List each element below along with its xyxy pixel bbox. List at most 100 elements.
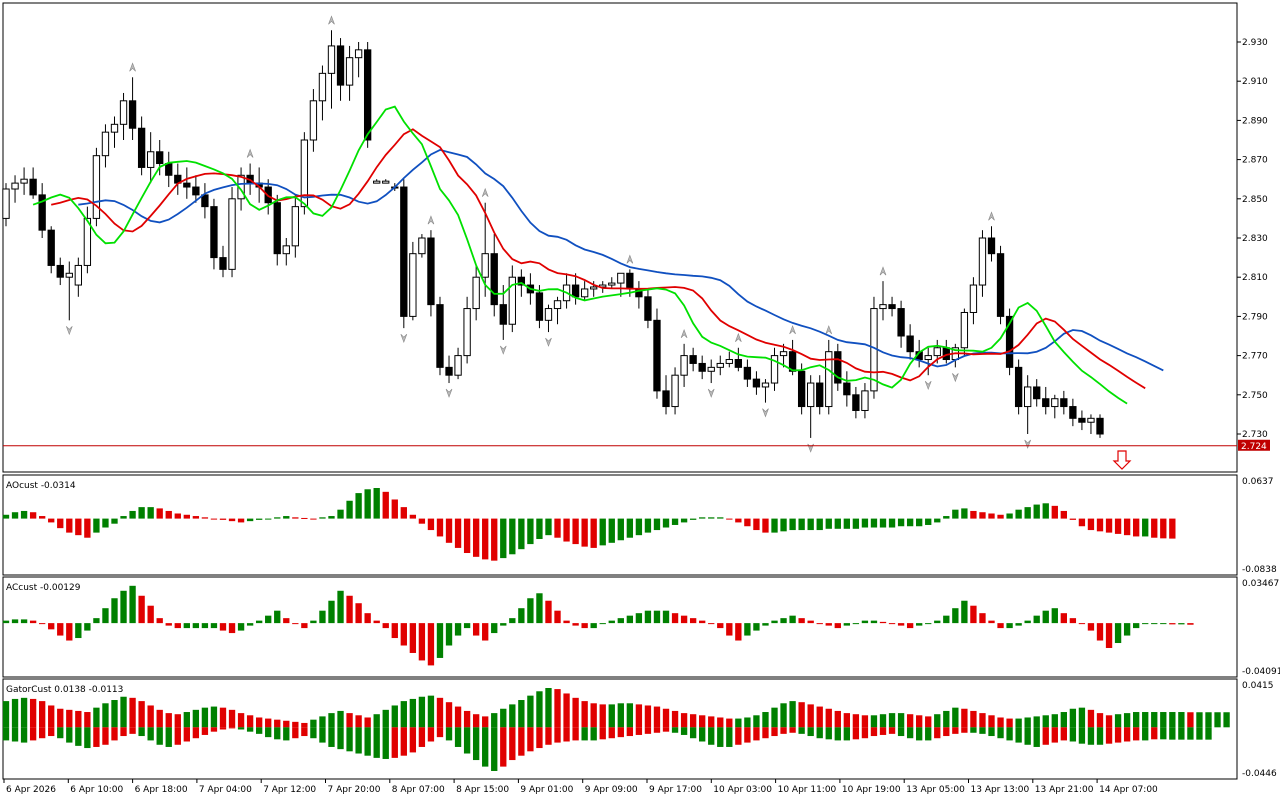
histogram-bar bbox=[961, 600, 968, 624]
gator-upper-bar bbox=[906, 714, 914, 728]
histogram-bar bbox=[491, 518, 498, 561]
histogram-bar bbox=[75, 518, 82, 536]
gator-lower-bar bbox=[789, 727, 796, 733]
candle bbox=[553, 296, 562, 325]
candle bbox=[146, 132, 155, 184]
gator-upper-bar bbox=[771, 707, 778, 728]
histogram-bar bbox=[11, 512, 19, 519]
gator-lower-bar bbox=[1133, 727, 1140, 741]
histogram-bar bbox=[192, 623, 200, 629]
gator-upper-bar bbox=[934, 714, 941, 728]
gator-lower-bar bbox=[174, 727, 181, 745]
gator-lower-bar bbox=[726, 727, 733, 747]
histogram-bar bbox=[1133, 518, 1140, 537]
histogram-bar bbox=[29, 620, 37, 624]
gator-lower-bar bbox=[934, 727, 941, 739]
candle bbox=[490, 234, 498, 317]
gator-upper-bar bbox=[780, 703, 787, 728]
histogram-bar bbox=[1142, 518, 1149, 537]
gator-upper-bar bbox=[608, 704, 615, 728]
candle bbox=[1096, 414, 1104, 438]
gator-lower-bar bbox=[210, 727, 218, 732]
histogram-bar bbox=[1160, 623, 1167, 625]
gator-upper-bar bbox=[644, 705, 652, 728]
gator-upper-bar bbox=[75, 710, 82, 728]
histogram-bar bbox=[1060, 510, 1067, 519]
gator-upper-bar bbox=[1114, 714, 1122, 728]
time-tick-label: 9 Apr 09:00 bbox=[585, 785, 638, 795]
gator-lower-bar bbox=[409, 727, 417, 753]
gator-lower-bar bbox=[418, 727, 426, 747]
histogram-bar bbox=[509, 518, 516, 555]
candle bbox=[734, 347, 743, 372]
gator-lower-bar bbox=[816, 727, 823, 739]
histogram-bar bbox=[57, 518, 64, 529]
time-tick-label: 8 Apr 15:00 bbox=[456, 785, 509, 795]
ma-fast-line bbox=[32, 105, 1128, 405]
time-tick-label: 13 Apr 05:00 bbox=[906, 785, 965, 795]
gator-lower-bar bbox=[454, 727, 462, 747]
candle bbox=[698, 355, 706, 380]
candle bbox=[608, 277, 616, 289]
histogram-bar bbox=[20, 510, 28, 519]
histogram-bar bbox=[1024, 507, 1031, 519]
gator-lower-bar bbox=[11, 727, 19, 742]
gator-upper-bar bbox=[210, 706, 218, 728]
histogram-bar bbox=[952, 509, 959, 519]
price-tick-label: 2.810 bbox=[1242, 273, 1268, 283]
gator-upper-bar bbox=[961, 708, 968, 728]
histogram-bar bbox=[807, 620, 814, 624]
time-tick-label: 10 Apr 11:00 bbox=[778, 785, 837, 795]
gator-lower-bar bbox=[943, 727, 950, 737]
histogram-bar bbox=[364, 613, 371, 624]
price-tick-label: 2.870 bbox=[1242, 156, 1268, 166]
candle bbox=[834, 343, 842, 391]
histogram-bar bbox=[445, 623, 453, 646]
histogram-bar bbox=[328, 600, 335, 624]
histogram-bar bbox=[418, 623, 426, 661]
gator-lower-bar bbox=[129, 727, 136, 734]
candle bbox=[373, 179, 381, 184]
gator-upper-bar bbox=[301, 722, 308, 728]
histogram-bar bbox=[617, 518, 624, 541]
time-tick-label: 13 Apr 13:00 bbox=[971, 785, 1030, 795]
histogram-bar bbox=[1123, 518, 1131, 536]
gator-lower-bar bbox=[671, 727, 679, 733]
histogram-bar bbox=[699, 620, 706, 624]
histogram-bar bbox=[1114, 623, 1122, 644]
histogram-bar bbox=[1105, 518, 1113, 533]
histogram-bar bbox=[228, 623, 236, 634]
histogram-bar bbox=[599, 623, 606, 625]
fractal-up-icon bbox=[735, 332, 742, 342]
gator-lower-bar bbox=[1169, 727, 1176, 740]
gator-lower-bar bbox=[581, 727, 588, 741]
histogram-bar bbox=[120, 590, 127, 624]
gator-upper-bar bbox=[1160, 712, 1167, 728]
histogram-bar bbox=[436, 518, 444, 537]
histogram-bar bbox=[997, 514, 1004, 519]
candle bbox=[345, 45, 354, 101]
candle bbox=[816, 375, 824, 415]
gator-upper-bar bbox=[554, 689, 561, 728]
gator-lower-bar bbox=[662, 727, 670, 732]
gator-lower-bar bbox=[1078, 727, 1086, 744]
candle bbox=[797, 363, 806, 415]
gator-upper-bar bbox=[943, 710, 950, 728]
candle bbox=[336, 38, 345, 101]
histogram-bar bbox=[29, 512, 37, 519]
gator-upper-bar bbox=[753, 715, 760, 728]
histogram-bar bbox=[138, 595, 145, 624]
gator-upper-bar bbox=[84, 712, 91, 728]
gator-lower-bar bbox=[1187, 727, 1194, 740]
histogram-bar bbox=[346, 595, 353, 624]
histogram-bar bbox=[906, 518, 914, 527]
gator-upper-bar bbox=[861, 715, 869, 728]
histogram-bar bbox=[744, 623, 751, 636]
gator-lower-bar bbox=[518, 727, 525, 756]
candle bbox=[309, 89, 318, 152]
histogram-bar bbox=[1051, 608, 1058, 624]
histogram-bar bbox=[373, 488, 380, 519]
candle bbox=[1069, 398, 1077, 427]
gator-lower-bar bbox=[391, 727, 398, 758]
